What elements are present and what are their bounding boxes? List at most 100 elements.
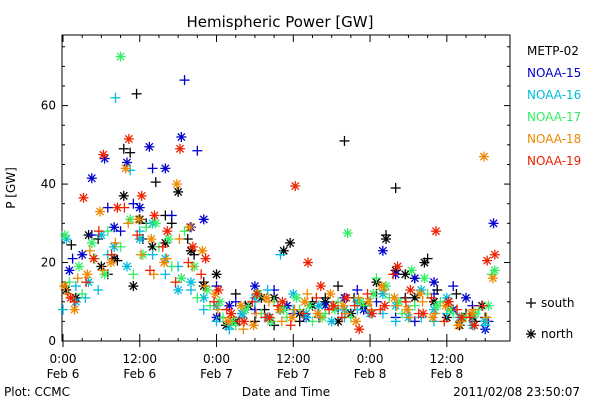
- point-south: [353, 292, 364, 303]
- point-south: [285, 320, 296, 331]
- point-south: [102, 226, 113, 237]
- point-south: [145, 265, 155, 276]
- point-south: [211, 316, 222, 327]
- point-north: [163, 234, 174, 244]
- point-south: [166, 261, 177, 272]
- point-north: [489, 249, 500, 260]
- point-south: [110, 92, 121, 103]
- data-points: [58, 51, 500, 335]
- point-south: [81, 277, 92, 288]
- point-north: [409, 292, 420, 303]
- point-north: [121, 261, 132, 272]
- point-north: [389, 292, 400, 303]
- point-north: [176, 273, 187, 284]
- point-north: [173, 285, 184, 295]
- point-south: [333, 281, 344, 292]
- legend-entry: NOAA-18: [527, 132, 581, 146]
- y-axis: 0 20 40 60: [41, 46, 510, 348]
- point-south: [212, 304, 223, 315]
- point-south: [198, 304, 209, 315]
- point-north: [149, 210, 160, 221]
- point-south: [166, 210, 177, 221]
- point-north: [405, 285, 416, 295]
- point-south: [247, 296, 258, 307]
- point-north: [430, 226, 441, 237]
- point-north: [287, 312, 298, 323]
- point-north: [160, 163, 171, 174]
- point-north: [136, 190, 147, 201]
- point-north: [313, 300, 324, 311]
- point-south: [179, 226, 190, 237]
- point-north: [200, 253, 211, 264]
- point-north: [487, 273, 498, 284]
- point-north: [478, 151, 489, 162]
- point-south: [262, 285, 273, 295]
- point-south: [115, 241, 126, 252]
- point-south: [302, 288, 313, 299]
- point-north: [95, 206, 106, 217]
- point-south: [409, 300, 420, 311]
- point-north: [214, 296, 225, 307]
- y-tick-label: 40: [41, 177, 56, 191]
- point-south: [397, 308, 408, 319]
- point-south: [106, 249, 117, 260]
- point-south: [311, 292, 322, 303]
- point-north: [226, 308, 237, 319]
- point-south: [66, 239, 77, 250]
- point-north: [86, 237, 97, 248]
- point-south: [452, 304, 463, 315]
- legend-entry: NOAA-16: [527, 88, 581, 102]
- point-south: [67, 253, 78, 264]
- point-south: [289, 304, 300, 315]
- point-north: [376, 281, 387, 292]
- point-north: [363, 296, 374, 307]
- point-north: [123, 133, 134, 144]
- point-north: [98, 149, 109, 160]
- point-north: [173, 186, 184, 197]
- point-north: [453, 320, 464, 331]
- point-north: [489, 265, 500, 276]
- point-north: [326, 316, 337, 327]
- point-south: [390, 183, 401, 193]
- point-south: [526, 298, 536, 308]
- point-north: [65, 292, 76, 303]
- point-north: [427, 312, 438, 323]
- point-north: [381, 234, 392, 244]
- point-north: [419, 273, 430, 284]
- y-axis-label: P [GW]: [4, 167, 18, 209]
- point-north: [146, 234, 157, 244]
- point-south: [147, 249, 158, 260]
- point-south: [110, 237, 121, 248]
- point-south: [352, 285, 363, 295]
- point-north: [248, 320, 259, 331]
- point-north: [251, 288, 262, 299]
- point-north: [59, 230, 70, 241]
- point-north: [414, 288, 425, 299]
- point-north: [469, 320, 480, 331]
- point-north: [223, 316, 234, 327]
- x-tick-date-label: Feb 7: [200, 367, 233, 381]
- point-north: [133, 214, 144, 225]
- point-south: [251, 308, 262, 319]
- y-tick-label: 0: [48, 334, 56, 348]
- point-south: [417, 296, 428, 307]
- point-north: [120, 163, 131, 174]
- legend: METP-02 NOAA-15 NOAA-16 NOAA-17 NOAA-18 NOAA-…: [527, 44, 581, 168]
- point-north: [315, 281, 326, 292]
- point-south: [196, 269, 207, 280]
- point-north: [198, 214, 209, 225]
- point-south: [275, 249, 286, 260]
- point-north: [312, 308, 323, 319]
- point-south: [93, 226, 104, 237]
- point-north: [366, 308, 377, 319]
- point-south: [132, 230, 143, 241]
- point-south: [64, 277, 75, 288]
- point-north: [402, 304, 413, 315]
- point-north: [162, 226, 173, 237]
- point-north: [342, 228, 353, 239]
- point-south: [174, 234, 185, 244]
- x-tick-date-label: Feb 8: [354, 367, 387, 381]
- point-north: [480, 316, 491, 327]
- point-north: [115, 51, 126, 62]
